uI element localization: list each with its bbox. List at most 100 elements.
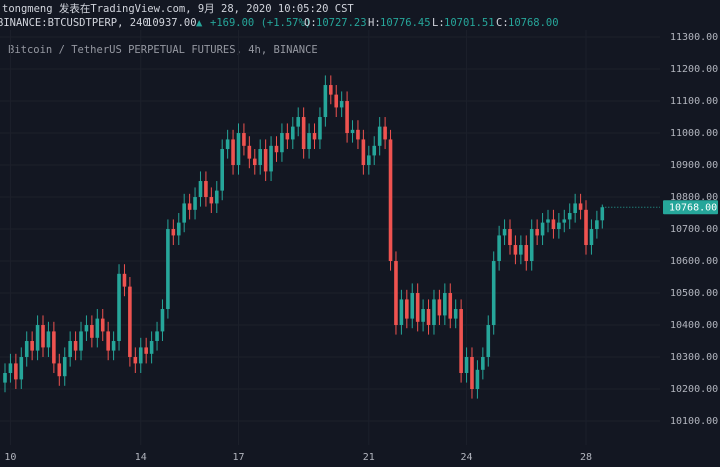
candle-body [90,325,94,338]
y-tick-label: 10800.00 [670,192,718,203]
candle-body [410,293,415,319]
h-label: H: [368,17,381,29]
candle-body [269,145,273,172]
candle-body [481,357,485,370]
symbol: BINANCE:BTCUSDTPERP, 240 [0,17,149,29]
candle-body [301,117,306,150]
candle-body [383,126,387,140]
candle-body [529,229,534,262]
candle-body [432,299,436,326]
candle-body [84,325,89,332]
y-tick-label: 11300.00 [670,32,718,43]
candle-body [274,145,279,153]
price: 10937.00 [146,17,197,29]
candle-body [394,261,398,326]
candle-body [470,357,474,390]
arrow: ▲ [196,17,203,29]
y-tick-label: 10700.00 [670,224,718,235]
candle-body [453,309,458,319]
y-tick-label: 10200.00 [670,384,718,395]
candle-body [415,293,420,322]
candle-body [551,219,556,230]
x-tick-label: 24 [461,452,473,463]
candle-body [502,229,507,236]
candle-body [405,299,409,319]
o-label: O: [304,17,317,29]
x-tick-label: 14 [135,452,147,463]
candle-body [198,181,203,198]
candle-body [356,129,360,140]
candle-body [24,341,29,358]
candle-body [345,101,349,134]
candle-body [519,245,523,255]
candle-body [14,363,18,380]
candle-body [334,94,339,108]
candle-body [318,117,322,140]
candle-body [149,341,154,354]
candle-body [187,203,192,210]
x-tick-label: 21 [363,452,375,463]
y-tick-label: 10900.00 [670,160,718,171]
candle-body [133,357,138,364]
candle-body [296,117,301,127]
candle-body [361,139,366,166]
candle-body [57,363,62,377]
candle-body [437,299,442,316]
candle-body [486,325,491,358]
candle-body [350,129,355,134]
candle-body [562,219,567,223]
candle-body [508,229,512,246]
candle-body [8,363,13,374]
candle-body [578,203,583,210]
candle-body [329,85,333,95]
candle-body [377,126,382,146]
candle-body [106,331,110,351]
candle-body [388,139,393,262]
candle-body [144,347,148,354]
candle-body [122,273,127,287]
candle-body [600,207,605,221]
candle-body [176,222,181,236]
candle-body [166,229,170,310]
candle-body [155,331,159,342]
y-tick-label: 11000.00 [670,128,718,139]
candle-body [79,331,83,351]
y-tick-label: 10600.00 [670,256,718,267]
change: +169.00 (+1.57%) [210,17,311,29]
candle-body [475,369,480,390]
candle-body [546,219,550,223]
candle-body [62,357,67,377]
y-tick-label: 11200.00 [670,64,718,75]
candle-body [513,245,518,255]
candle-body [312,133,317,140]
candle-body [280,133,284,153]
candle-body [535,229,539,236]
candle-body [497,235,501,262]
candle-body [41,325,45,348]
h-value: 10776.45 [380,17,431,29]
c-label: C: [496,17,509,29]
candle-body [307,133,311,150]
candle-body [372,145,377,156]
candle-body [30,341,34,351]
candle-body [95,318,100,338]
candle-body [459,309,463,374]
candle-body [557,222,561,230]
candle-body [209,197,214,204]
candle-body [589,229,594,246]
candle-body [73,341,78,351]
candle-body [3,373,7,383]
candle-body [567,213,572,220]
chart-title: Bitcoin / TetherUS PERPETUAL FUTURES, 4h… [8,44,318,56]
candle-body [182,203,186,223]
candle-body [426,309,431,326]
x-tick-label: 10 [4,452,16,463]
last-price-label: 10768.00 [669,202,717,213]
candle-body [171,229,176,236]
candle-body [68,341,72,358]
y-tick-label: 11100.00 [670,96,718,107]
candle-body [399,299,404,326]
